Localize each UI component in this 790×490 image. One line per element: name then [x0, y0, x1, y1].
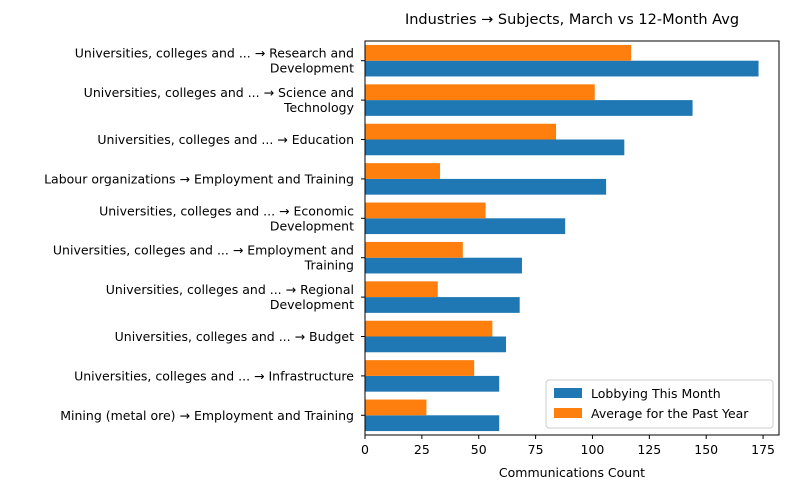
chart-title: Industries → Subjects, March vs 12-Month…	[405, 12, 739, 28]
legend-label: Average for the Past Year	[591, 406, 749, 421]
bar-this-month	[365, 375, 500, 392]
y-tick-label: Mining (metal ore) → Employment and Trai…	[60, 408, 354, 423]
x-tick-label: 175	[751, 442, 775, 457]
bar-past-year-avg	[365, 163, 441, 179]
x-tick-label: 25	[414, 442, 430, 457]
y-tick-label: Universities, colleges and ... → Employm…	[53, 243, 354, 273]
legend-swatch	[554, 388, 582, 398]
y-tick-label: Universities, colleges and ... → Budget	[115, 329, 354, 344]
x-axis: 0 25 50 75 100 125 150 175	[361, 435, 775, 457]
y-tick-label: Universities, colleges and ... → Economi…	[99, 203, 354, 233]
bar-this-month	[365, 415, 500, 432]
bar-this-month	[365, 297, 520, 313]
legend-swatch	[554, 408, 582, 418]
bar-this-month	[365, 139, 625, 156]
bar-past-year-avg	[365, 202, 486, 219]
bar-past-year-avg	[365, 320, 493, 337]
bar-this-month	[365, 178, 607, 195]
y-tick-label: Universities, colleges and ... → Researc…	[75, 46, 354, 76]
bar-this-month	[365, 336, 507, 353]
x-tick-label: 150	[694, 442, 718, 457]
x-tick-label: 125	[637, 442, 661, 457]
y-tick-label: Universities, colleges and ... → Infrast…	[74, 368, 354, 383]
x-axis-label: Communications Count	[499, 465, 645, 480]
bar-this-month	[365, 60, 759, 77]
bar-past-year-avg	[365, 360, 475, 376]
y-tick-label: Universities, colleges and ... → Educati…	[97, 132, 354, 147]
bars-group	[365, 44, 759, 432]
bar-this-month	[365, 218, 566, 235]
y-tick-label: Universities, colleges and ... → Science…	[84, 85, 355, 115]
bar-past-year-avg	[365, 123, 557, 140]
y-tick-label: Labour organizations → Employment and Tr…	[44, 171, 354, 186]
bar-past-year-avg	[365, 281, 438, 298]
x-tick-label: 75	[528, 442, 544, 457]
legend: Lobbying This Month Average for the Past …	[545, 379, 774, 429]
x-tick-label: 100	[581, 442, 605, 457]
bar-past-year-avg	[365, 44, 632, 61]
legend-label: Lobbying This Month	[591, 386, 721, 401]
legend-box	[545, 379, 774, 429]
plot-frame	[364, 40, 780, 436]
bar-past-year-avg	[365, 84, 595, 101]
bar-past-year-avg	[365, 399, 427, 416]
bar-this-month	[365, 257, 522, 274]
y-tick-label: Universities, colleges and ... → Regiona…	[106, 282, 354, 312]
y-axis: Universities, colleges and ... → Researc…	[44, 46, 365, 423]
bar-past-year-avg	[365, 241, 463, 258]
x-tick-label: 0	[361, 442, 369, 457]
x-tick-label: 50	[471, 442, 487, 457]
bar-this-month	[365, 100, 693, 116]
